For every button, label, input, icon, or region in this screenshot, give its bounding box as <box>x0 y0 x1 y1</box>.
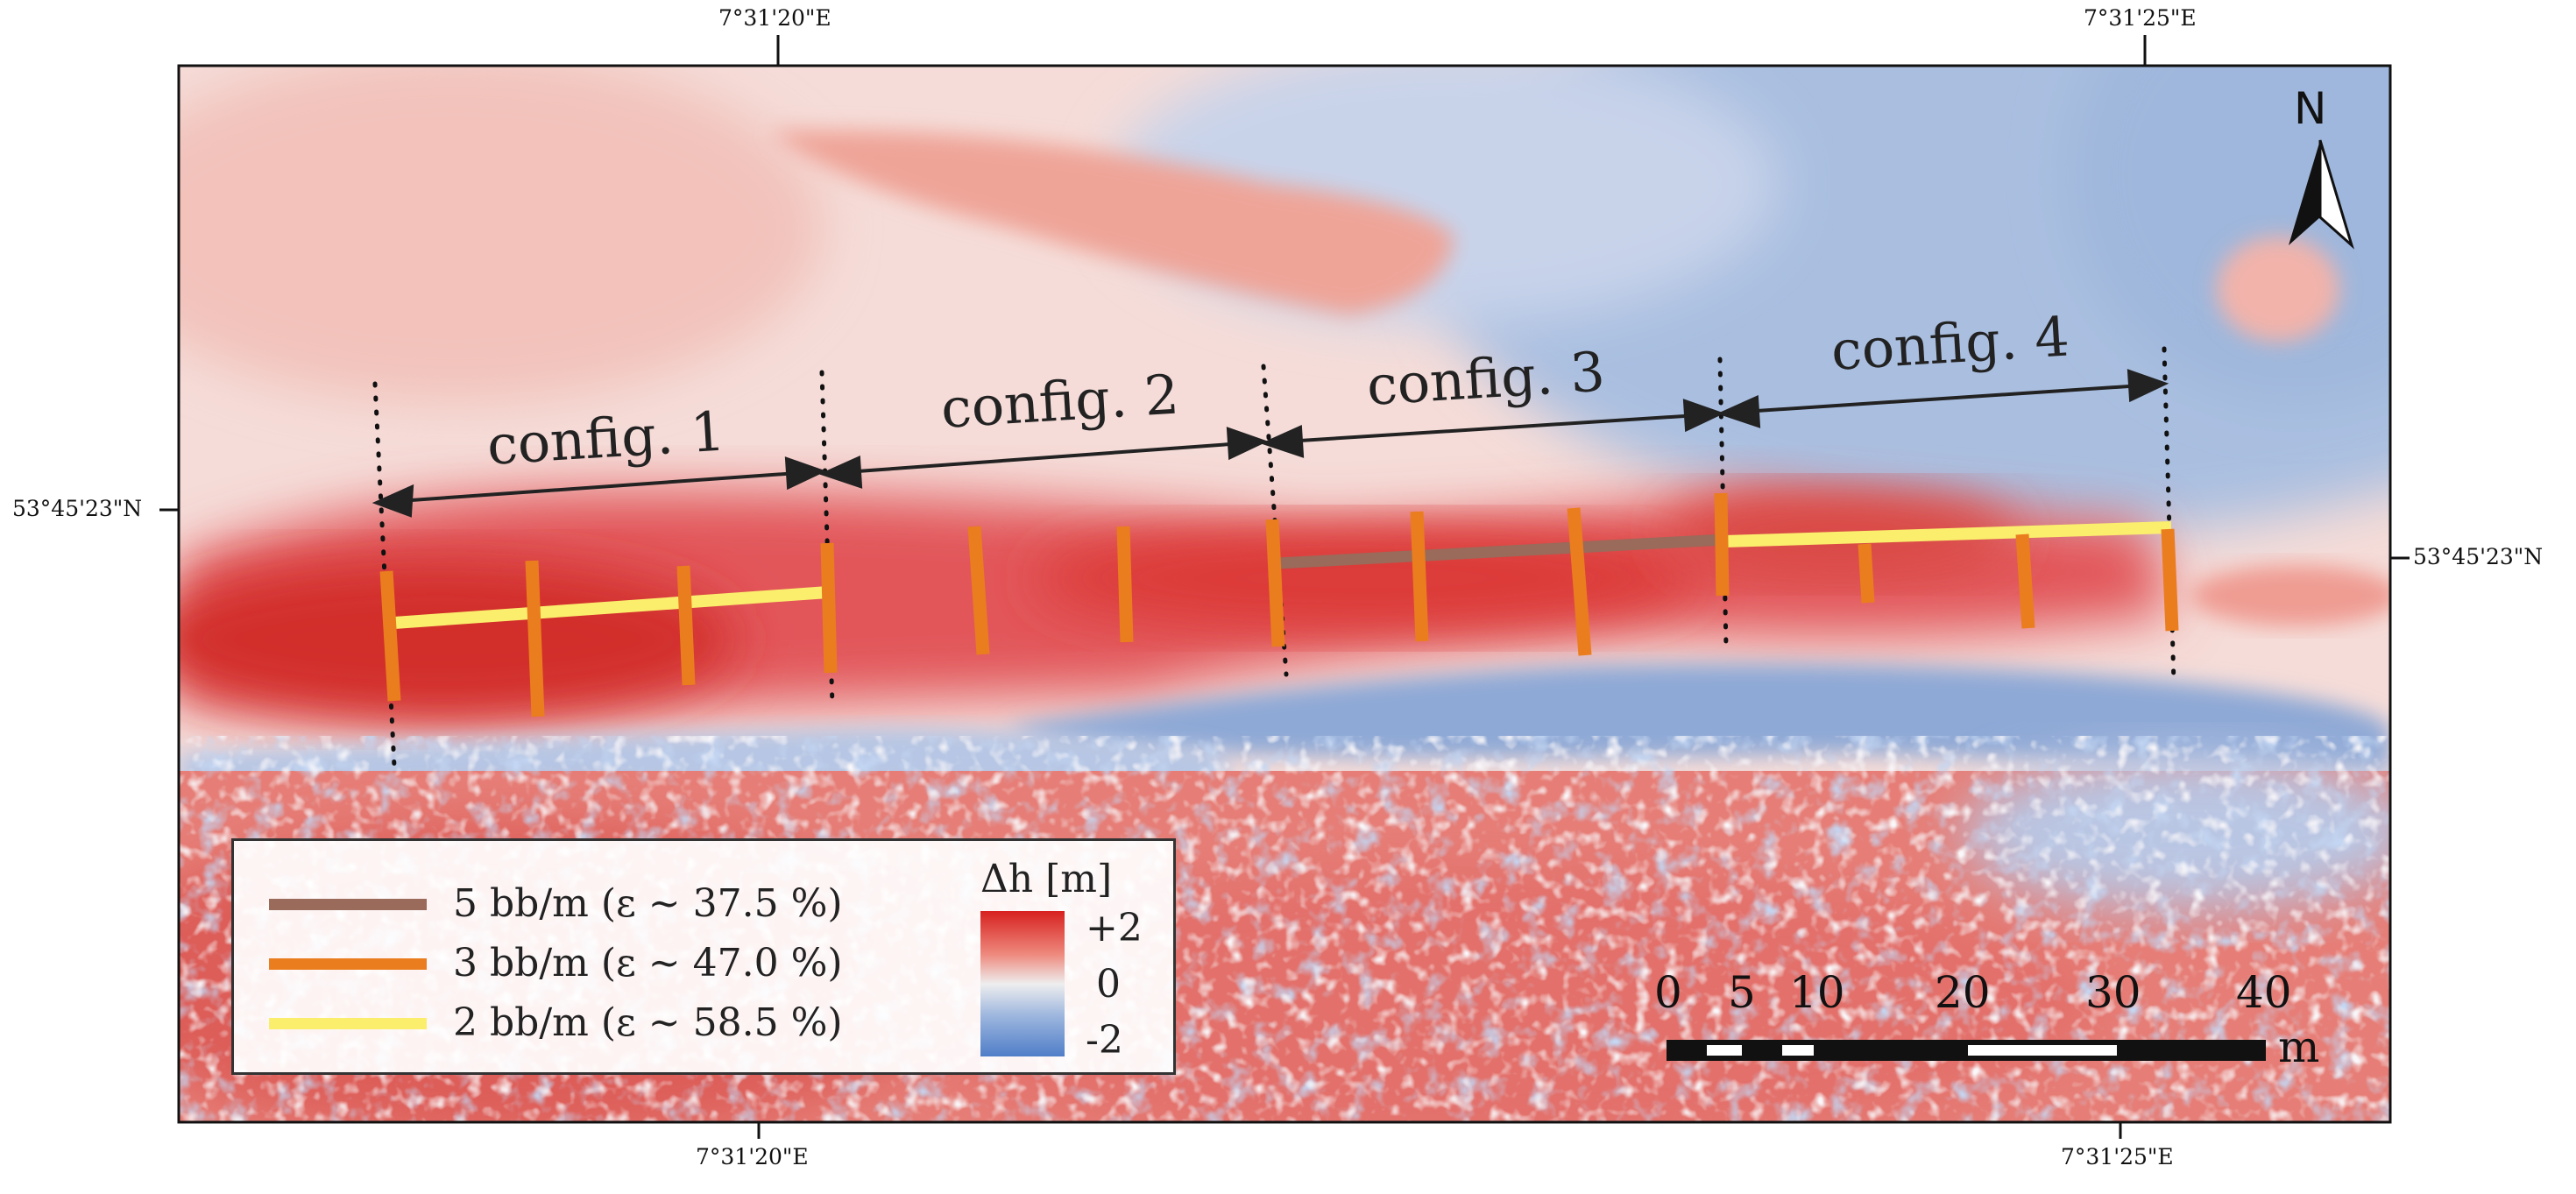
scale-label-20: 20 <box>1935 967 1991 1018</box>
colorbar-min-label: -2 <box>1086 1018 1123 1063</box>
scale-label-40: 40 <box>2236 967 2292 1018</box>
orange-bar <box>379 570 401 702</box>
legend-swatch <box>269 899 427 910</box>
orange-bar <box>1858 543 1875 604</box>
legend-swatch <box>269 1018 427 1029</box>
orange-bar <box>2161 528 2179 632</box>
north-label: N <box>2294 83 2327 134</box>
arrow-config-4 <box>1743 384 2143 413</box>
legend: 5 bb/m (ε ~ 37.5 %) 3 bb/m (ε ~ 47.0 %) … <box>231 838 1176 1075</box>
coord-bottom-left: 7°31'20"E <box>696 1144 809 1169</box>
orange-bar <box>1714 492 1730 597</box>
coordinate-ticks <box>159 35 2410 1139</box>
orange-bar <box>1410 511 1429 642</box>
orange-bar <box>1265 519 1285 647</box>
legend-item: 2 bb/m (ε ~ 58.5 %) <box>269 997 847 1049</box>
orange-bar <box>2015 533 2035 629</box>
scale-unit: m <box>2278 1021 2320 1072</box>
config-arrows <box>372 369 2169 518</box>
scale-label-5: 5 <box>1728 967 1756 1018</box>
colorbar-title: Δh [m] <box>980 857 1113 901</box>
scale-label-10: 10 <box>1789 967 1845 1018</box>
yellow-line <box>1723 521 2172 548</box>
colorbar <box>980 911 1065 1056</box>
colorbar-max-label: +2 <box>1086 906 1143 950</box>
arrow-config-1 <box>398 471 798 503</box>
orange-bar <box>1116 526 1134 643</box>
orange-bars <box>379 492 2179 717</box>
orange-bar <box>1567 507 1592 656</box>
arrow-config-2 <box>845 442 1243 474</box>
orange-bar <box>967 526 990 655</box>
map-frame <box>177 64 2392 1124</box>
scale-bar <box>1667 1040 2266 1061</box>
orange-bar <box>820 542 838 674</box>
legend-swatch <box>269 958 427 970</box>
scale-label-0: 0 <box>1654 967 1682 1018</box>
orange-bar <box>525 560 545 717</box>
coord-top-left: 7°31'20"E <box>718 5 832 31</box>
brown-line <box>1277 533 1725 569</box>
north-arrow-icon <box>2289 139 2354 250</box>
coord-bottom-right: 7°31'25"E <box>2061 1144 2174 1169</box>
scale-label-30: 30 <box>2085 967 2141 1018</box>
legend-item: 3 bb/m (ε ~ 47.0 %) <box>269 937 847 990</box>
structure-lines <box>393 521 2172 629</box>
legend-label: 3 bb/m (ε ~ 47.0 %) <box>453 941 843 986</box>
legend-label: 5 bb/m (ε ~ 37.5 %) <box>453 881 843 926</box>
legend-item: 5 bb/m (ε ~ 37.5 %) <box>269 878 847 930</box>
boundary-line <box>819 370 835 708</box>
coord-left: 53°45'23"N <box>12 496 143 521</box>
coord-top-right: 7°31'25"E <box>2084 5 2197 31</box>
yellow-line <box>393 586 829 629</box>
colorbar-mid-label: 0 <box>1096 962 1121 1007</box>
coord-right: 53°45'23"N <box>2413 544 2544 569</box>
orange-bar <box>676 565 696 686</box>
arrow-config-3 <box>1285 413 1699 443</box>
legend-label: 2 bb/m (ε ~ 58.5 %) <box>453 1000 843 1045</box>
